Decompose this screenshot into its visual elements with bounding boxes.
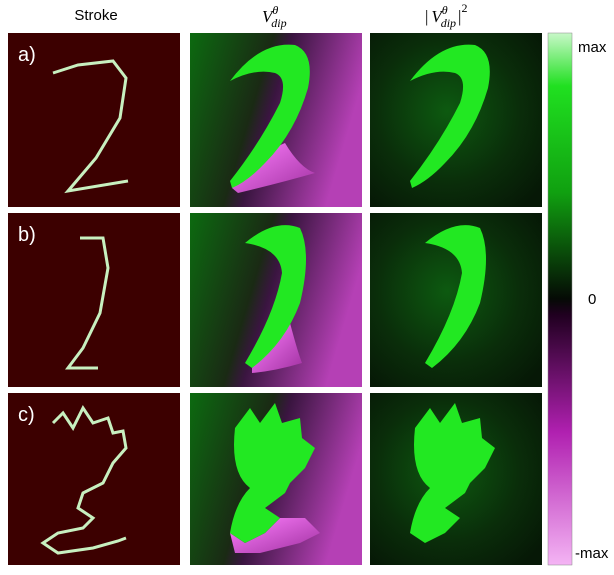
superscript: θ xyxy=(272,3,278,17)
row-label: c) xyxy=(18,404,35,426)
bar: | xyxy=(425,7,428,26)
v-panel xyxy=(190,33,362,207)
subscript: dip xyxy=(441,16,456,30)
colorbar xyxy=(547,32,573,566)
column-header: Stroke xyxy=(74,7,117,24)
v-panel xyxy=(190,213,362,387)
colorbar-label: max xyxy=(578,39,607,56)
v-panel xyxy=(190,393,362,565)
subscript: dip xyxy=(271,16,286,30)
v-sq-panel xyxy=(370,213,542,387)
row-label: b) xyxy=(18,224,36,246)
row-a: a) xyxy=(8,33,180,207)
v-sq-panel xyxy=(370,393,542,565)
column-header: Vθ dip xyxy=(262,3,287,30)
column-header: | Vθ dip |2 xyxy=(425,1,467,30)
colorbar-label: -max xyxy=(575,545,609,562)
stroke-path xyxy=(40,405,128,555)
colorbar-label: 0 xyxy=(588,291,596,308)
row-c: c) xyxy=(8,393,180,565)
superscript: θ xyxy=(442,3,448,17)
symbol: V xyxy=(262,7,275,26)
stroke-panel xyxy=(8,213,180,387)
symbol: V xyxy=(431,7,444,26)
bar: | xyxy=(458,7,461,26)
row-label: a) xyxy=(18,44,36,66)
stroke-path xyxy=(65,236,110,370)
row-b: b) xyxy=(8,213,180,387)
v-sq-panel xyxy=(370,33,542,207)
stroke-path xyxy=(52,59,129,194)
power: 2 xyxy=(461,1,467,15)
